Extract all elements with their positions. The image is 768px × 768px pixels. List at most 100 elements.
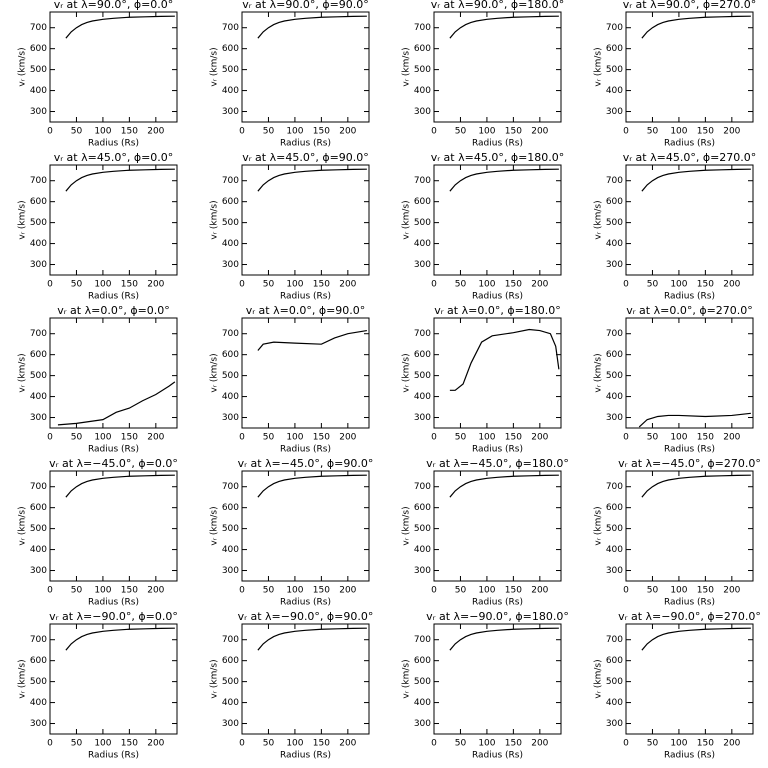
x-tick-label: 50 <box>647 433 659 443</box>
y-tick-label: 400 <box>414 239 431 249</box>
y-tick-label: 600 <box>606 656 623 666</box>
x-tick-label: 50 <box>263 739 275 749</box>
x-tick-label: 200 <box>531 433 548 443</box>
x-axis-label: Radius (Rs) <box>664 292 715 302</box>
x-tick-label: 200 <box>339 433 356 443</box>
x-tick-label: 200 <box>339 127 356 137</box>
x-tick-label: 150 <box>313 280 330 290</box>
x-tick-label: 200 <box>723 586 740 596</box>
y-tick-label: 400 <box>30 698 47 708</box>
chart-title: vᵣ at λ=−45.0°, ϕ=0.0° <box>49 457 178 470</box>
chart-title: vᵣ at λ=90.0°, ϕ=0.0° <box>54 0 174 11</box>
x-tick-label: 150 <box>121 280 138 290</box>
chart-title: vᵣ at λ=90.0°, ϕ=90.0° <box>242 0 369 11</box>
x-tick-label: 100 <box>670 433 687 443</box>
y-tick-label: 600 <box>414 350 431 360</box>
y-tick-label: 300 <box>414 107 431 117</box>
x-tick-label: 150 <box>505 739 522 749</box>
x-tick-label: 150 <box>505 127 522 137</box>
y-tick-label: 700 <box>414 482 431 492</box>
y-tick-label: 300 <box>30 566 47 576</box>
plot-frame <box>625 317 754 429</box>
plot-frame <box>49 623 178 735</box>
y-tick-label: 700 <box>606 23 623 33</box>
plot-frame <box>49 317 178 429</box>
y-tick-label: 500 <box>222 524 239 534</box>
x-tick-label: 0 <box>47 586 53 596</box>
x-tick-label: 200 <box>339 586 356 596</box>
y-axis-label: vᵣ (km/s) <box>402 353 412 392</box>
plot-frame <box>433 317 562 429</box>
chart-title: vᵣ at λ=−90.0°, ϕ=90.0° <box>238 610 374 623</box>
x-tick-label: 50 <box>71 586 83 596</box>
x-axis-label: Radius (Rs) <box>88 292 139 302</box>
chart-title: vᵣ at λ=0.0°, ϕ=270.0° <box>626 304 753 317</box>
y-tick-label: 600 <box>414 44 431 54</box>
data-line <box>65 474 175 498</box>
x-tick-label: 0 <box>239 739 245 749</box>
x-tick-label: 50 <box>263 433 275 443</box>
x-tick-label: 100 <box>478 739 495 749</box>
x-axis-label: Radius (Rs) <box>472 292 523 302</box>
y-tick-label: 300 <box>606 413 623 423</box>
data-line <box>641 15 751 39</box>
y-axis-label: vᵣ (km/s) <box>18 47 28 86</box>
y-tick-label: 400 <box>222 698 239 708</box>
x-tick-label: 0 <box>47 280 53 290</box>
x-axis-label: Radius (Rs) <box>280 292 331 302</box>
y-tick-label: 700 <box>222 482 239 492</box>
x-tick-label: 50 <box>71 433 83 443</box>
x-tick-label: 200 <box>339 280 356 290</box>
x-tick-label: 150 <box>313 739 330 749</box>
x-tick-label: 0 <box>47 739 53 749</box>
x-tick-label: 200 <box>147 586 164 596</box>
x-tick-label: 50 <box>455 127 467 137</box>
x-tick-label: 200 <box>339 739 356 749</box>
x-tick-label: 100 <box>286 739 303 749</box>
y-tick-label: 300 <box>222 719 239 729</box>
x-tick-label: 150 <box>505 586 522 596</box>
x-tick-label: 200 <box>723 127 740 137</box>
x-tick-label: 50 <box>455 586 467 596</box>
y-axis-label: vᵣ (km/s) <box>210 47 220 86</box>
data-line <box>449 627 559 651</box>
y-tick-label: 600 <box>30 44 47 54</box>
x-tick-label: 50 <box>71 127 83 137</box>
x-tick-label: 100 <box>478 127 495 137</box>
x-tick-label: 100 <box>670 586 687 596</box>
x-axis-label: Radius (Rs) <box>664 139 715 149</box>
x-axis-label: Radius (Rs) <box>472 139 523 149</box>
data-line <box>449 15 559 39</box>
x-tick-label: 150 <box>697 280 714 290</box>
x-axis-label: Radius (Rs) <box>88 139 139 149</box>
x-tick-label: 100 <box>286 586 303 596</box>
y-axis-label: vᵣ (km/s) <box>402 659 412 698</box>
y-tick-label: 400 <box>414 86 431 96</box>
y-axis-label: vᵣ (km/s) <box>402 200 412 239</box>
y-tick-label: 600 <box>606 44 623 54</box>
y-tick-label: 700 <box>414 329 431 339</box>
x-tick-label: 150 <box>121 127 138 137</box>
data-line <box>57 381 176 426</box>
data-line <box>257 168 367 192</box>
x-tick-label: 200 <box>531 127 548 137</box>
data-line <box>449 168 559 192</box>
y-tick-label: 700 <box>606 482 623 492</box>
y-tick-label: 400 <box>414 545 431 555</box>
x-tick-label: 150 <box>313 433 330 443</box>
x-tick-label: 100 <box>94 127 111 137</box>
x-axis-label: Radius (Rs) <box>472 445 523 455</box>
y-axis-label: vᵣ (km/s) <box>402 47 412 86</box>
y-tick-label: 400 <box>30 392 47 402</box>
y-axis-label: vᵣ (km/s) <box>210 353 220 392</box>
chart-title: vᵣ at λ=45.0°, ϕ=0.0° <box>54 151 174 164</box>
plot-frame <box>241 317 370 429</box>
x-tick-label: 50 <box>647 739 659 749</box>
chart-title: vᵣ at λ=0.0°, ϕ=180.0° <box>434 304 561 317</box>
y-tick-label: 700 <box>222 176 239 186</box>
y-tick-label: 400 <box>414 392 431 402</box>
y-tick-label: 300 <box>414 260 431 270</box>
y-tick-label: 700 <box>30 635 47 645</box>
x-tick-label: 200 <box>723 739 740 749</box>
x-tick-label: 100 <box>94 280 111 290</box>
